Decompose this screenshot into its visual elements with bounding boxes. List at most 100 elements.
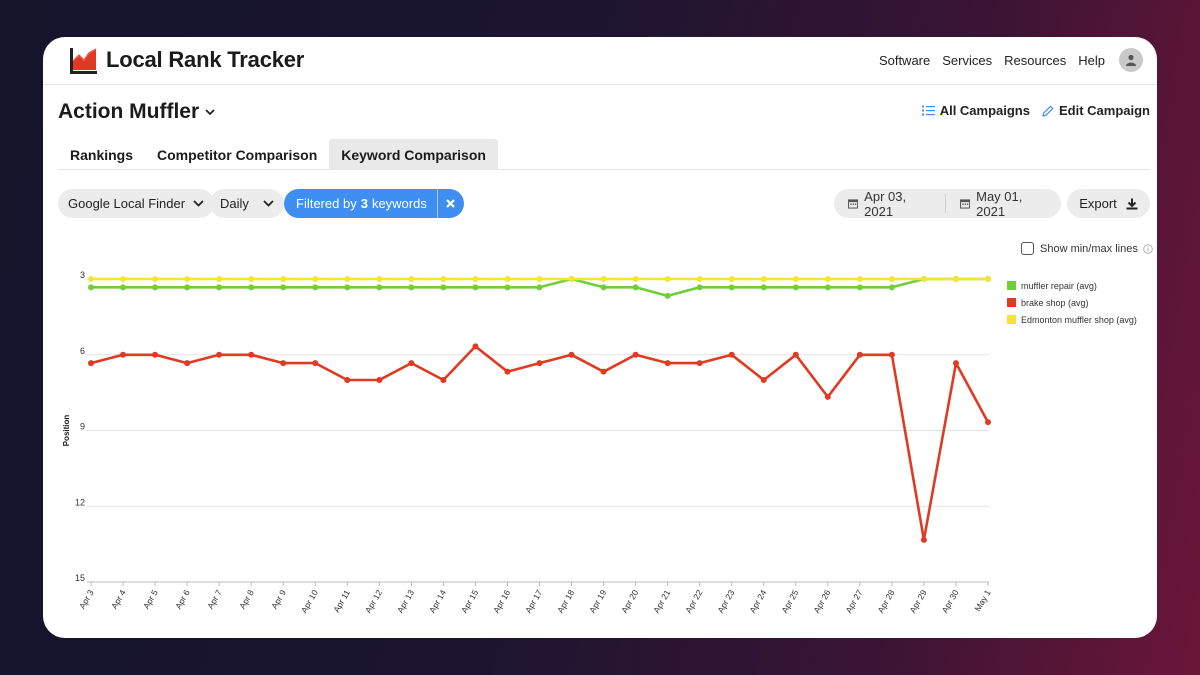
tab-rankings[interactable]: Rankings xyxy=(70,147,134,163)
data-point xyxy=(408,276,415,282)
minmax-checkbox[interactable] xyxy=(1021,242,1034,255)
x-tick-label: Apr 22 xyxy=(683,588,704,615)
avatar[interactable] xyxy=(1119,48,1143,72)
x-tick-label: Apr 18 xyxy=(555,588,576,615)
data-point xyxy=(536,284,543,291)
export-button[interactable]: Export xyxy=(1067,189,1150,218)
tab-keyword-comparison[interactable]: Keyword Comparison xyxy=(329,139,498,170)
chevron-down-icon xyxy=(193,200,204,207)
x-tick-label: Apr 21 xyxy=(651,588,672,615)
data-point xyxy=(408,360,415,367)
data-point xyxy=(696,276,703,282)
date-from-button[interactable]: Apr 03, 2021 xyxy=(834,189,945,219)
data-point xyxy=(120,276,127,282)
data-point xyxy=(664,276,671,282)
data-point xyxy=(152,351,159,358)
x-tick-label: Apr 16 xyxy=(491,588,512,615)
x-tick-label: Apr 5 xyxy=(141,588,160,611)
data-point xyxy=(344,276,351,282)
data-point xyxy=(280,276,287,282)
tab-competitor-comparison[interactable]: Competitor Comparison xyxy=(157,147,318,163)
data-point xyxy=(760,377,767,383)
nav-software[interactable]: Software xyxy=(878,52,931,68)
x-tick-label: Apr 13 xyxy=(395,588,416,615)
date-separator xyxy=(945,194,946,213)
logo-icon xyxy=(70,48,97,74)
data-point xyxy=(472,343,479,350)
keyword-filter-button[interactable]: Filtered by 3 keywords xyxy=(284,189,437,218)
x-tick-label: Apr 7 xyxy=(205,588,224,611)
data-point xyxy=(600,276,607,282)
tab-bar: Rankings Competitor Comparison Keyword C… xyxy=(58,139,1150,170)
data-point xyxy=(376,377,383,383)
legend-item[interactable]: muffler repair (avg) xyxy=(1007,277,1137,294)
data-point xyxy=(856,284,863,291)
nav-resources[interactable]: Resources xyxy=(1004,52,1067,68)
keyword-filter-pill: Filtered by 3 keywords xyxy=(284,189,464,218)
x-tick-label: Apr 10 xyxy=(299,588,320,615)
date-to-button[interactable]: May 01, 2021 xyxy=(946,189,1061,219)
data-point xyxy=(985,419,991,426)
campaign-actions: All Campaigns Edit Campaign xyxy=(910,103,1150,118)
clear-filter-button[interactable] xyxy=(436,189,464,218)
chart-legend: muffler repair (avg) brake shop (avg) Ed… xyxy=(1007,277,1137,328)
x-tick-label: Apr 4 xyxy=(109,588,128,611)
nav-help[interactable]: Help xyxy=(1078,52,1105,68)
legend-label: muffler repair (avg) xyxy=(1021,280,1097,291)
data-point xyxy=(856,351,863,358)
data-point xyxy=(568,351,575,358)
calendar-icon xyxy=(959,199,971,209)
x-tick-label: Apr 12 xyxy=(363,588,384,615)
legend-label: Edmonton muffler shop (avg) xyxy=(1021,314,1137,325)
filter-suffix: keywords xyxy=(371,196,427,211)
close-icon xyxy=(446,199,456,208)
legend-item[interactable]: Edmonton muffler shop (avg) xyxy=(1007,311,1137,328)
data-point xyxy=(536,360,543,367)
x-tick-label: Apr 24 xyxy=(747,588,768,615)
all-campaigns-link[interactable]: All Campaigns xyxy=(921,103,1030,118)
data-point xyxy=(120,351,127,358)
data-point xyxy=(632,351,639,358)
calendar-icon xyxy=(848,199,859,209)
x-tick-label: Apr 30 xyxy=(940,588,961,615)
legend-swatch xyxy=(1007,281,1016,290)
data-point xyxy=(248,284,255,291)
frequency-dropdown[interactable]: Daily xyxy=(210,189,284,218)
data-point xyxy=(600,284,607,291)
source-dropdown[interactable]: Google Local Finder xyxy=(58,189,215,218)
y-tick-label: 6 xyxy=(80,346,85,356)
edit-campaign-label: Edit Campaign xyxy=(1058,103,1150,118)
data-point xyxy=(888,284,895,291)
data-point xyxy=(504,368,511,375)
chevron-down-icon xyxy=(263,200,274,207)
data-point xyxy=(952,276,959,282)
info-icon[interactable] xyxy=(1143,243,1153,254)
data-point xyxy=(152,276,159,282)
y-tick-label: 9 xyxy=(80,422,85,432)
nav-services[interactable]: Services xyxy=(942,52,993,68)
x-tick-label: Apr 26 xyxy=(811,588,832,615)
brand[interactable]: Local Rank Tracker xyxy=(69,45,304,75)
data-point xyxy=(792,351,799,358)
data-point xyxy=(888,351,895,358)
data-point xyxy=(280,284,287,291)
legend-swatch xyxy=(1007,315,1016,324)
data-point xyxy=(920,536,927,543)
x-tick-label: Apr 14 xyxy=(427,588,448,615)
edit-campaign-link[interactable]: Edit Campaign xyxy=(1042,103,1150,118)
y-axis-label: Position xyxy=(62,415,71,447)
campaign-selector[interactable]: Action Muffler xyxy=(58,100,215,124)
data-point xyxy=(536,276,543,282)
frequency-value: Daily xyxy=(220,196,249,211)
x-tick-label: May 1 xyxy=(972,588,992,613)
data-point xyxy=(344,377,351,383)
x-tick-label: Apr 3 xyxy=(77,588,96,611)
data-point xyxy=(312,276,319,282)
x-tick-label: Apr 20 xyxy=(619,588,640,615)
data-point xyxy=(216,351,223,358)
data-point xyxy=(824,284,831,291)
legend-item[interactable]: brake shop (avg) xyxy=(1007,294,1137,311)
x-tick-label: Apr 9 xyxy=(269,588,288,611)
y-tick-label: 15 xyxy=(75,573,85,583)
x-tick-label: Apr 6 xyxy=(173,588,192,611)
